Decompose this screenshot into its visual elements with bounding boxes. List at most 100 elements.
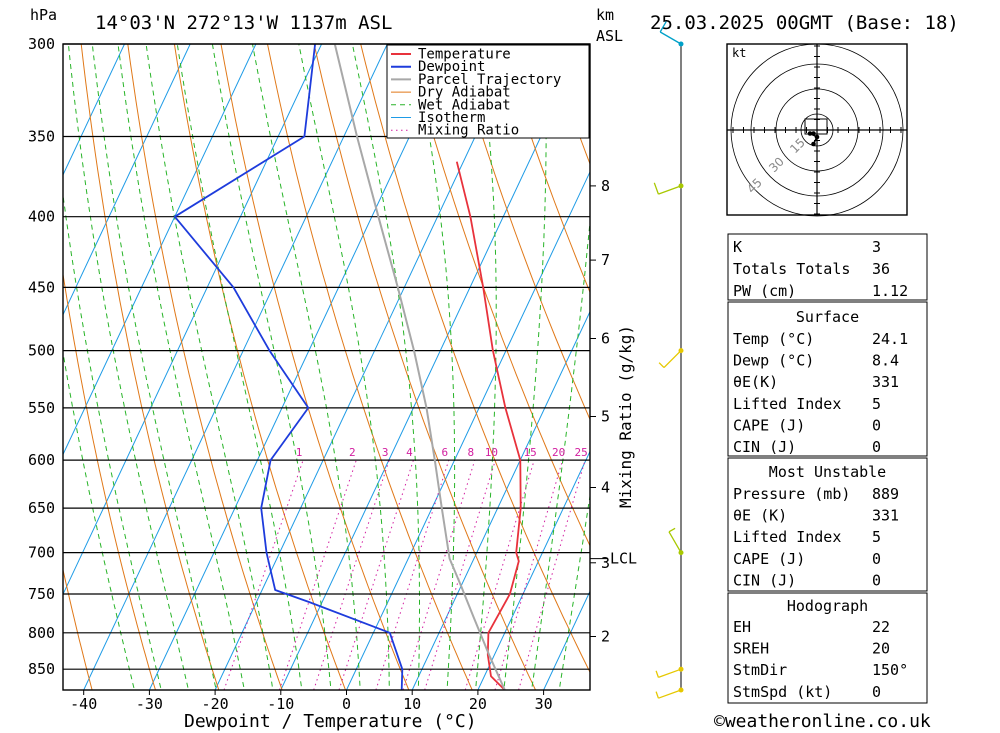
table-row-value: 0	[872, 683, 881, 701]
indices-table	[727, 233, 928, 301]
hodograph-unit-label: kt	[732, 46, 746, 60]
most-unstable-title: Most Unstable	[769, 463, 886, 481]
table-row-label: K	[733, 238, 742, 256]
dry-adiabat-line	[499, 44, 590, 294]
mixing-ratio-line	[518, 459, 586, 690]
table-row-value: 5	[872, 395, 881, 413]
table-row-value: 24.1	[872, 330, 908, 348]
mixing-ratio-line	[424, 459, 496, 690]
table-row-value: 331	[872, 507, 899, 525]
dry-adiabat-line	[406, 44, 590, 547]
pressure-tick-label: 450	[28, 278, 55, 296]
table-row-label: StmDir	[733, 661, 787, 679]
dry-adiabat-line	[453, 44, 590, 421]
pressure-axis: 300 350 400 450 500 550 600 650 700 750 800 850	[28, 35, 55, 678]
wind-level-dot	[678, 550, 684, 556]
isotherm-line	[63, 44, 191, 316]
table-row-value: 20	[872, 640, 890, 658]
km-asl-label: ASL	[596, 27, 623, 45]
table-row-label: Lifted Index	[733, 395, 841, 413]
pressure-tick-label: 650	[28, 499, 55, 517]
wet-adiabat-line	[252, 44, 361, 690]
pressure-tick-label: 550	[28, 399, 55, 417]
mixing-ratio-label: 8	[467, 446, 474, 459]
isotherm-line	[83, 44, 388, 690]
pressure-tick-label: 600	[28, 451, 55, 469]
x-tick-label: -40	[70, 695, 97, 713]
hodograph-table-title: Hodograph	[787, 597, 868, 615]
km-axis: 8 7 6 5 4 3 2 LCL	[590, 177, 637, 646]
surface-title: Surface	[796, 308, 859, 326]
km-tick-label: 2	[601, 628, 610, 646]
table-row-label: EH	[733, 618, 751, 636]
table-row-label: CIN (J)	[733, 571, 796, 589]
km-tick-label: 4	[601, 479, 610, 497]
hodograph-point	[807, 131, 813, 136]
isotherm-line	[346, 170, 590, 690]
wet-adiabat-line	[298, 44, 390, 690]
km-tick-label: 8	[601, 177, 610, 195]
wet-adiabat-line	[211, 44, 332, 690]
dry-adiabat-line	[220, 44, 410, 690]
table-row-value: 150°	[872, 661, 908, 679]
wet-adiabat-line	[67, 44, 190, 690]
wind-barb-staff	[658, 668, 682, 679]
dry-adiabat-line	[63, 567, 93, 690]
km-tick-label: 3	[601, 554, 610, 572]
wind-barb-feather	[658, 362, 665, 369]
legend-box	[386, 44, 590, 139]
temperature-axis: -40 -30 -20 -10 0 10 20 30	[70, 690, 553, 713]
mixing-ratio-label: 20	[552, 446, 565, 459]
mixing-ratio-axis-label: Mixing Ratio (g/kg)	[616, 325, 635, 508]
isotherm-line	[214, 44, 520, 690]
wind-profile	[653, 21, 684, 699]
mixing-ratio-line	[313, 459, 390, 690]
mixing-ratio-label: 1	[296, 446, 303, 459]
wet-adiabat-line	[351, 44, 420, 690]
dewpoint-profile	[173, 44, 404, 690]
indices-tables: K 3 Totals Totals 36 PW (cm) 1.12 Surface Temp …	[727, 233, 928, 704]
table-row-value: 1.12	[872, 282, 908, 300]
pressure-tick-label: 750	[28, 585, 55, 603]
dry-adiabat-line	[173, 44, 346, 690]
location-title: 14°03'N 272°13'W 1137m ASL	[95, 12, 392, 34]
wind-level-dot	[678, 687, 684, 693]
pressure-unit-label: hPa	[30, 6, 57, 24]
mixing-ratio-label: 3	[382, 446, 389, 459]
pressure-tick-label: 400	[28, 208, 55, 226]
mixing-ratio-label: 10	[485, 446, 498, 459]
table-row-label: Totals Totals	[733, 260, 850, 278]
x-tick-label: 10	[403, 695, 421, 713]
legend-label: Parcel Trajectory	[418, 72, 561, 88]
legend-label: Temperature	[418, 47, 511, 63]
table-row-label: θE (K)	[733, 507, 787, 525]
pressure-tick-label: 300	[28, 35, 55, 53]
table-row-value: 889	[872, 485, 899, 503]
wind-barb-feather	[668, 527, 676, 533]
dry-adiabat-line	[63, 271, 156, 690]
x-axis-label: Dewpoint / Temperature (°C)	[184, 711, 477, 732]
km-tick-label: 7	[601, 251, 610, 269]
wind-level-dot	[678, 666, 684, 672]
mixing-ratio-label: 6	[441, 446, 448, 459]
table-row-value: 8.4	[872, 352, 899, 370]
wind-level-dot	[678, 41, 684, 47]
isotherm-line	[63, 44, 323, 596]
legend-label: Dry Adiabat	[418, 85, 511, 101]
x-tick-label: -10	[267, 695, 294, 713]
wind-level-dot	[678, 348, 684, 354]
dry-adiabat-line	[966, 44, 1000, 690]
hodograph-point	[814, 134, 820, 140]
mixing-ratio-line	[375, 459, 450, 690]
table-row-value: 0	[872, 571, 881, 589]
km-unit-label: km	[596, 6, 614, 24]
wind-barb-staff	[659, 31, 682, 45]
wind-barb-feather	[655, 670, 660, 678]
isotherm-line	[63, 44, 125, 177]
dry-adiabat-line	[313, 44, 536, 690]
isotherm-line	[411, 310, 590, 690]
pressure-tick-label: 350	[28, 128, 55, 146]
most-unstable-table	[727, 457, 928, 592]
x-tick-label: 30	[535, 695, 553, 713]
